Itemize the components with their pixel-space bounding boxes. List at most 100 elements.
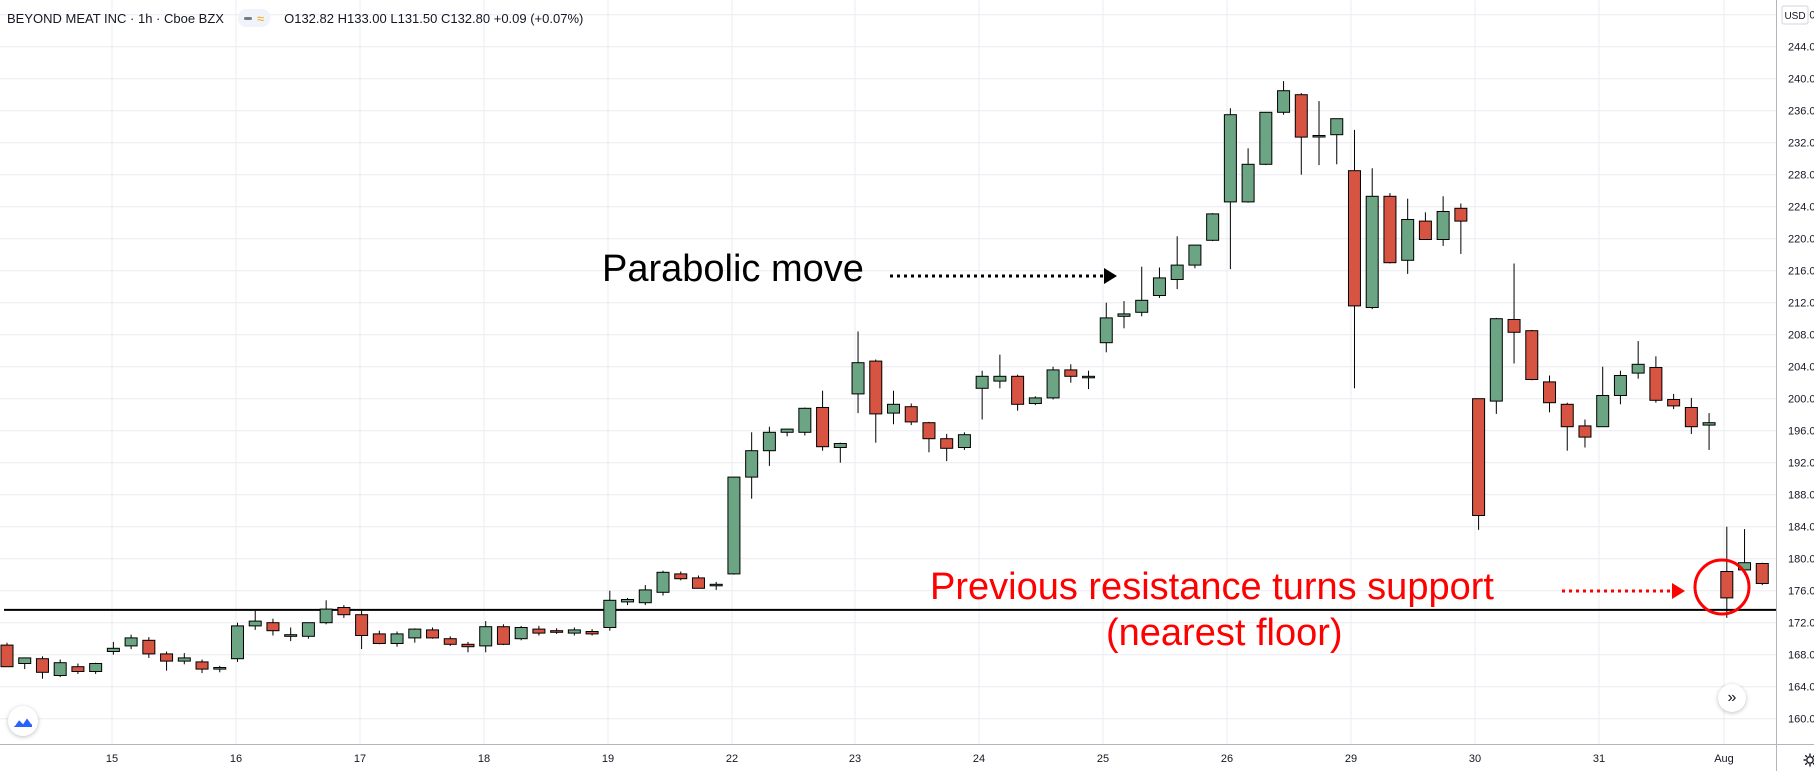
annotation-parabolic-move: Parabolic move bbox=[602, 248, 864, 290]
candles-layer bbox=[0, 81, 1769, 679]
candle-body bbox=[514, 627, 528, 640]
candle bbox=[337, 605, 351, 618]
candle bbox=[1436, 196, 1450, 246]
candle bbox=[53, 659, 67, 678]
candle bbox=[603, 590, 617, 631]
candle-body bbox=[1418, 220, 1432, 241]
y-tick-label: 204.00 bbox=[1788, 362, 1814, 374]
candle-body bbox=[443, 638, 457, 645]
candle-body bbox=[1702, 422, 1716, 426]
candle-body bbox=[1223, 114, 1237, 203]
candle bbox=[532, 625, 546, 636]
candle-body bbox=[284, 634, 298, 637]
candle-body bbox=[1028, 397, 1042, 404]
candle bbox=[160, 651, 174, 671]
y-tick-label: 216.00 bbox=[1788, 266, 1814, 278]
candle-body bbox=[621, 599, 635, 603]
candle-body bbox=[816, 407, 830, 448]
candle bbox=[1082, 370, 1096, 390]
candle-body bbox=[762, 431, 776, 452]
candle-body bbox=[266, 622, 280, 632]
candle bbox=[1170, 236, 1184, 290]
double-chevron-right-icon[interactable]: » bbox=[1718, 684, 1746, 712]
candle bbox=[674, 571, 688, 581]
candle bbox=[1365, 168, 1379, 310]
candle-body bbox=[496, 626, 510, 645]
candle-body bbox=[230, 625, 244, 660]
candle bbox=[1667, 393, 1681, 410]
candle bbox=[656, 570, 670, 596]
candle bbox=[816, 390, 830, 451]
candle bbox=[1631, 341, 1645, 379]
candle bbox=[1064, 364, 1078, 383]
candle-body bbox=[248, 620, 262, 627]
candle bbox=[213, 665, 227, 673]
candle bbox=[1525, 329, 1539, 381]
y-tick-label: 184.00 bbox=[1788, 522, 1814, 534]
candle bbox=[887, 390, 900, 425]
candle-body bbox=[426, 629, 440, 639]
x-tick-label: 29 bbox=[1345, 753, 1357, 765]
y-tick-label: 160.00 bbox=[1788, 714, 1814, 726]
candle bbox=[851, 331, 865, 414]
currency-label: USD bbox=[1784, 11, 1805, 22]
candle-body bbox=[922, 422, 936, 440]
candle bbox=[426, 627, 440, 639]
candle-body bbox=[1720, 571, 1734, 599]
candle bbox=[975, 370, 989, 420]
annotation-support-line1: Previous resistance turns support bbox=[930, 566, 1494, 608]
candle-body bbox=[142, 639, 156, 655]
candle bbox=[248, 610, 262, 630]
candle bbox=[780, 428, 794, 437]
candle-body bbox=[1330, 118, 1344, 136]
candle bbox=[762, 426, 776, 466]
candle-body bbox=[35, 658, 49, 673]
candle-body bbox=[124, 637, 138, 647]
candle-body bbox=[1117, 313, 1131, 317]
candle-body bbox=[709, 583, 723, 587]
candle-body bbox=[177, 657, 191, 662]
candle-body bbox=[975, 375, 989, 389]
y-tick-label: 236.00 bbox=[1788, 106, 1814, 118]
candle bbox=[142, 637, 156, 658]
candle-body bbox=[638, 589, 652, 604]
candle-body bbox=[1259, 111, 1273, 165]
candle bbox=[1383, 193, 1397, 264]
y-tick-label: 196.00 bbox=[1788, 426, 1814, 438]
candle bbox=[479, 621, 493, 653]
candle bbox=[1241, 148, 1255, 203]
wave-icon: ≈ bbox=[256, 10, 265, 26]
candle bbox=[1259, 111, 1273, 166]
y-tick-label: 220.00 bbox=[1788, 234, 1814, 246]
tradingview-logo-icon[interactable] bbox=[8, 706, 38, 736]
candle bbox=[89, 662, 103, 674]
candle-body bbox=[1011, 375, 1025, 405]
candle bbox=[1401, 198, 1415, 274]
candle bbox=[301, 622, 315, 639]
x-tick-label: 17 bbox=[354, 753, 366, 765]
candle bbox=[1011, 374, 1025, 411]
indicator-toggle[interactable]: ≈ bbox=[237, 9, 271, 27]
gear-icon[interactable] bbox=[1803, 753, 1814, 772]
symbol-title[interactable]: BEYOND MEAT INC · 1h · Cboe BZX bbox=[7, 10, 224, 26]
candle-body bbox=[1543, 381, 1557, 404]
candle-body bbox=[479, 626, 493, 647]
candle bbox=[124, 634, 138, 650]
y-tick-label: 244.00 bbox=[1788, 42, 1814, 54]
candle-body bbox=[195, 661, 209, 670]
support-arrow-head bbox=[1672, 583, 1685, 599]
candle bbox=[0, 642, 14, 668]
x-tick-label: 31 bbox=[1593, 753, 1605, 765]
candle bbox=[638, 585, 652, 606]
candle-body bbox=[1684, 407, 1698, 428]
candle bbox=[727, 476, 741, 575]
candle bbox=[993, 354, 1007, 389]
symbol-header: BEYOND MEAT INC · 1h · Cboe BZX ≈ O132.8… bbox=[7, 9, 583, 27]
candle-body bbox=[1436, 211, 1450, 240]
y-tick-label: 164.00 bbox=[1788, 682, 1814, 694]
candle-body bbox=[18, 657, 32, 665]
candle bbox=[567, 627, 581, 636]
